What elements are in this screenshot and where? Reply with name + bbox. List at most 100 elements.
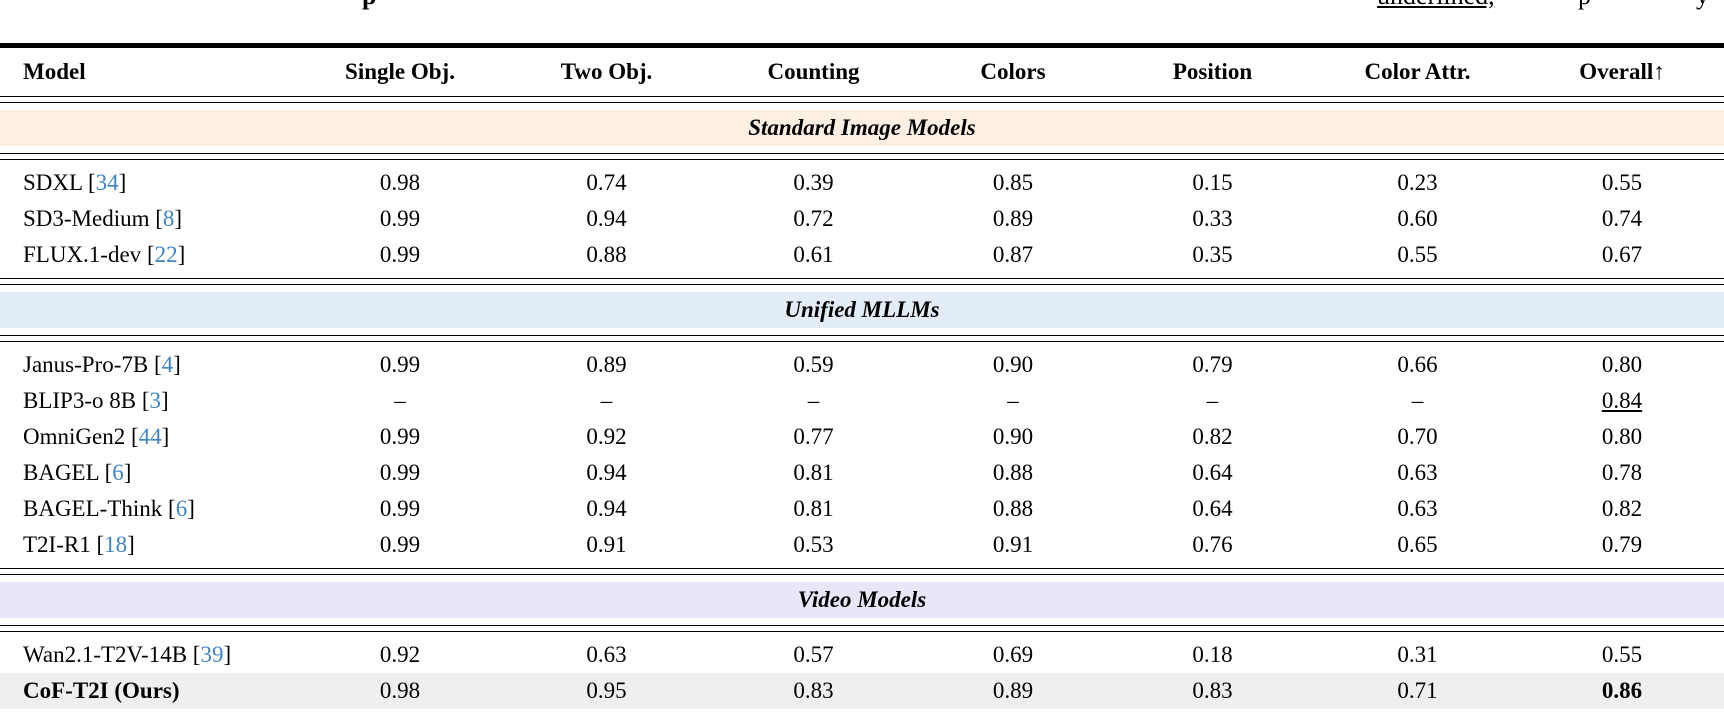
table-cell: 0.83 bbox=[711, 678, 916, 704]
table-row: OmniGen2 [44] 0.99 0.92 0.77 0.90 0.82 0.70 0.8… bbox=[0, 419, 1724, 455]
table-cell: 0.63 bbox=[502, 642, 711, 668]
citation-link[interactable]: 4 bbox=[161, 352, 174, 377]
citation-link[interactable]: 8 bbox=[162, 206, 175, 231]
model-cell: CoF-T2I (Ours) bbox=[0, 678, 298, 704]
cell-value: 0.69 bbox=[992, 642, 1034, 667]
table-cell: 0.76 bbox=[1110, 532, 1315, 558]
table-cell: 0.61 bbox=[711, 242, 916, 268]
table-cell: 0.99 bbox=[298, 496, 502, 522]
cell-value: 0.88 bbox=[992, 496, 1034, 521]
table-cell: 0.94 bbox=[502, 460, 711, 486]
cell-value: 0.55 bbox=[1397, 242, 1438, 267]
table-cell: 0.81 bbox=[711, 460, 916, 486]
cell-value: 0.72 bbox=[793, 206, 834, 231]
cell-value: 0.65 bbox=[1397, 532, 1438, 557]
cell-value: 0.92 bbox=[379, 642, 421, 667]
model-cell: BLIP3-o 8B [3] bbox=[23, 388, 169, 413]
table-cell: 0.39 bbox=[711, 170, 916, 196]
table-cell: 0.69 bbox=[916, 642, 1110, 668]
table-cell: 0.81 bbox=[711, 496, 916, 522]
citation-link[interactable]: 6 bbox=[175, 496, 188, 521]
cell-value: 0.92 bbox=[586, 424, 627, 449]
cell-value: 0.70 bbox=[1397, 424, 1438, 449]
cell-value: 0.94 bbox=[586, 496, 627, 521]
model-cell: BAGEL-Think [6] bbox=[23, 496, 195, 521]
cell-value: 0.78 bbox=[1601, 460, 1643, 485]
table-cell: 0.91 bbox=[502, 532, 711, 558]
citation-link[interactable]: 39 bbox=[200, 642, 224, 667]
table-row: Janus-Pro-7B [4] 0.99 0.89 0.59 0.90 0.79 0.66… bbox=[0, 347, 1724, 383]
cell-value: – bbox=[600, 388, 613, 413]
cell-value: 0.64 bbox=[1192, 460, 1233, 485]
table-header-row: Model Single Obj. Two Obj. Counting Colo… bbox=[0, 48, 1724, 96]
table-row: BLIP3-o 8B [3] – – – – – – 0.84 bbox=[0, 383, 1724, 419]
table-cell: 0.65 bbox=[1315, 532, 1520, 558]
section-bottom-rule bbox=[0, 278, 1724, 285]
table-cell: 0.91 bbox=[916, 532, 1110, 558]
column-header-color-attr: Color Attr. bbox=[1364, 59, 1471, 84]
table-cell: 0.67 bbox=[1520, 242, 1724, 268]
table-cell: 0.99 bbox=[298, 352, 502, 378]
cell-value: 0.64 bbox=[1192, 496, 1233, 521]
table-cell: 0.98 bbox=[298, 678, 502, 704]
column-header-overall: Overall↑ bbox=[1579, 59, 1665, 84]
column-header-counting: Counting bbox=[767, 59, 860, 84]
cell-value: 0.55 bbox=[1601, 170, 1643, 195]
citation-link[interactable]: 22 bbox=[154, 242, 178, 267]
cell-value: 0.89 bbox=[992, 206, 1034, 231]
cell-value: – bbox=[807, 388, 820, 413]
cell-value: 0.94 bbox=[586, 206, 627, 231]
section-top-rule bbox=[0, 335, 1724, 342]
cell-value: – bbox=[394, 388, 406, 413]
table-body: Standard Image Models SDXL [34] 0.98 0.74 0.… bbox=[0, 103, 1724, 712]
cell-value: 0.99 bbox=[379, 460, 421, 485]
cell-value: 0.82 bbox=[1192, 424, 1233, 449]
model-name: BAGEL-Think bbox=[23, 496, 163, 521]
section-band-standard-image-models: Standard Image Models bbox=[0, 110, 1724, 146]
cell-value: 0.89 bbox=[586, 352, 627, 377]
cell-value: 0.61 bbox=[793, 242, 834, 267]
model-name: FLUX.1-dev bbox=[23, 242, 142, 267]
cell-value: – bbox=[1206, 388, 1219, 413]
table-cell: – bbox=[916, 388, 1110, 414]
table-row: BAGEL-Think [6] 0.99 0.94 0.81 0.88 0.64 0.63 0… bbox=[0, 491, 1724, 527]
citation-link[interactable]: 3 bbox=[149, 388, 162, 413]
cell-value: 0.87 bbox=[992, 242, 1034, 267]
cell-value: 0.18 bbox=[1192, 642, 1233, 667]
table-cell: 0.82 bbox=[1110, 424, 1315, 450]
model-name: Janus-Pro-7B bbox=[23, 352, 149, 377]
table-cell: – bbox=[502, 388, 711, 414]
table-row: FLUX.1-dev [22] 0.99 0.88 0.61 0.87 0.35 0.55 0… bbox=[0, 237, 1724, 273]
citation-link[interactable]: 34 bbox=[95, 170, 119, 195]
table-cell: 0.72 bbox=[711, 206, 916, 232]
section-band-wrap: Unified MLLMs bbox=[0, 285, 1724, 335]
table-cell: 0.70 bbox=[1315, 424, 1520, 450]
citation-link[interactable]: 6 bbox=[112, 460, 124, 485]
citation-link[interactable]: 44 bbox=[138, 424, 162, 449]
caption-fragment-underlined: underlined, bbox=[1377, 0, 1495, 9]
section-band-wrap: Standard Image Models bbox=[0, 103, 1724, 153]
table-row: Wan2.1-T2V-14B [39] 0.92 0.63 0.57 0.69 0.18 0… bbox=[0, 637, 1724, 673]
table-cell: 0.99 bbox=[298, 206, 502, 232]
cell-value: 0.63 bbox=[586, 642, 627, 667]
caption-fragment-p: p bbox=[1578, 0, 1591, 9]
cell-value: 0.89 bbox=[992, 678, 1034, 703]
table-cell: 0.55 bbox=[1520, 170, 1724, 196]
cell-value: 0.85 bbox=[992, 170, 1034, 195]
table-cell: 0.57 bbox=[711, 642, 916, 668]
citation-link[interactable]: 18 bbox=[104, 532, 128, 557]
table-cell: 0.84 bbox=[1520, 388, 1724, 414]
cell-value: 0.80 bbox=[1601, 352, 1643, 377]
table-cell: 0.63 bbox=[1315, 496, 1520, 522]
model-name: Wan2.1-T2V-14B bbox=[23, 642, 188, 667]
section-band-unified-mllms: Unified MLLMs bbox=[0, 292, 1724, 328]
table-cell: 0.23 bbox=[1315, 170, 1520, 196]
cell-value: 0.81 bbox=[793, 460, 834, 485]
cell-value: 0.91 bbox=[992, 532, 1034, 557]
cell-value: 0.71 bbox=[1397, 678, 1438, 703]
cell-value: 0.88 bbox=[586, 242, 627, 267]
cell-value: 0.35 bbox=[1192, 242, 1233, 267]
table-cell: 0.89 bbox=[916, 206, 1110, 232]
cell-value: 0.99 bbox=[379, 352, 421, 377]
